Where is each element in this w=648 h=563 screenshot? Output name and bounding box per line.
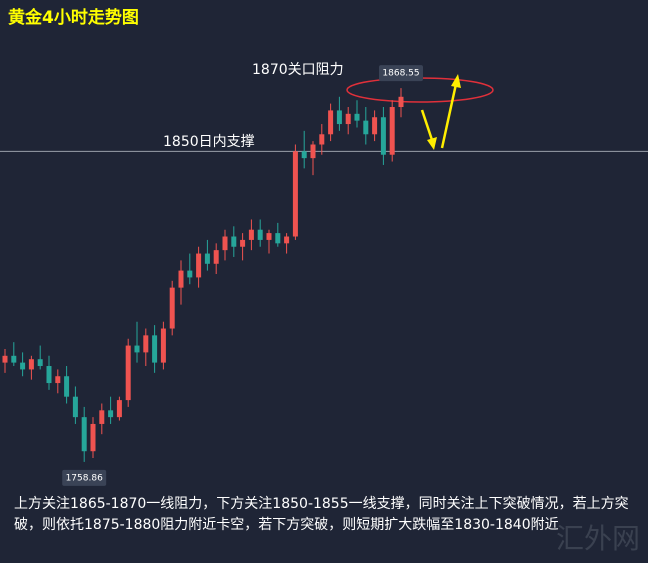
candle-body [169,287,175,329]
candle-body [46,366,52,384]
resistance-label: 1870关口阻力 [252,62,344,78]
candle-body [72,396,78,418]
candle-body [310,144,316,159]
candle-body [319,134,325,145]
candle-body [275,233,281,244]
candle-body [160,328,166,363]
candle-body [178,270,184,288]
candle-body [284,236,290,244]
candle-body [196,253,202,278]
chart-title: 黄金4小时走势图 [8,7,139,28]
candle-body [11,355,17,363]
candle-body [187,270,193,278]
candle-body [125,345,131,401]
support-label: 1850日内支撑 [163,134,255,150]
low-price-tag-box [62,469,107,486]
resistance-ellipse [346,77,494,103]
candle-body [266,233,272,240]
candle-body [20,362,26,370]
high-price-tag-box [379,65,423,82]
candle-body [90,423,96,452]
candle-body [328,110,334,135]
candle-body [55,376,61,384]
candle-body [257,229,263,240]
candle-body [108,410,114,418]
candle-body [398,96,404,108]
candle-body [134,345,140,353]
note-text: 上方关注1865-1870一线阻力，下方关注1850-1855一线支撑，同时关注… [14,496,629,533]
candle-body [336,110,342,125]
candle-body [345,113,351,125]
candle-body [301,151,307,159]
candle-body [28,359,34,370]
candle-body [248,229,254,240]
watermark: 汇外网 [556,522,640,555]
candle-body [152,335,158,363]
candle-body [222,236,228,251]
candle-body [354,113,360,121]
arrows [420,74,461,150]
candle-body [99,410,105,424]
candle-body [37,359,43,367]
candle-body [292,151,298,237]
candle-body [372,117,378,135]
candle-body [116,400,122,418]
candle-body [363,120,369,135]
candle-body [240,239,246,247]
candle-body [204,253,210,264]
candle-body [389,107,395,155]
low-price-tag: 1758.86 [66,473,103,483]
candle-body [81,417,87,452]
high-price-tag: 1868.55 [382,69,419,79]
candle-body [380,117,386,155]
candle-body [213,250,219,264]
candle-body [64,376,70,397]
candle-body [143,335,149,353]
candle-body [2,355,8,363]
candle-body [231,236,237,247]
